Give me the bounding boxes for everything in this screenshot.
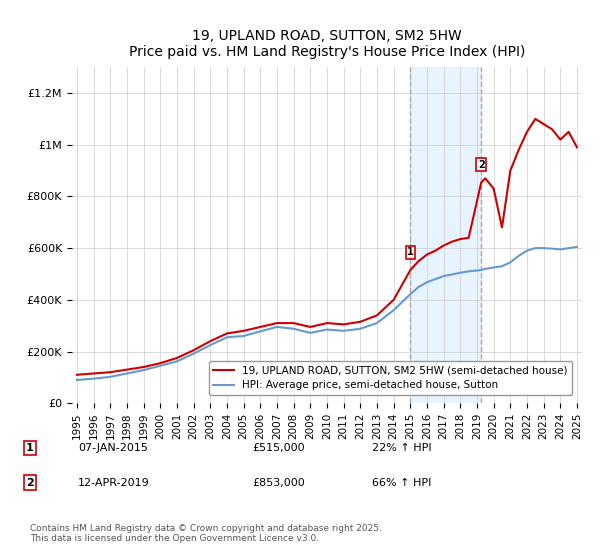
Text: Contains HM Land Registry data © Crown copyright and database right 2025.
This d: Contains HM Land Registry data © Crown c…: [30, 524, 382, 543]
Text: 12-APR-2019: 12-APR-2019: [78, 478, 150, 488]
Text: £515,000: £515,000: [252, 443, 305, 453]
Legend: 19, UPLAND ROAD, SUTTON, SM2 5HW (semi-detached house), HPI: Average price, semi: 19, UPLAND ROAD, SUTTON, SM2 5HW (semi-d…: [209, 361, 572, 395]
Text: 07-JAN-2015: 07-JAN-2015: [78, 443, 148, 453]
Bar: [410, 67, 481, 403]
Text: 2: 2: [26, 478, 34, 488]
Text: 2: 2: [478, 160, 485, 170]
Title: 19, UPLAND ROAD, SUTTON, SM2 5HW
Price paid vs. HM Land Registry's House Price I: 19, UPLAND ROAD, SUTTON, SM2 5HW Price p…: [129, 29, 525, 59]
Text: 66% ↑ HPI: 66% ↑ HPI: [372, 478, 431, 488]
Text: 1: 1: [26, 443, 34, 453]
Text: 1: 1: [407, 247, 414, 257]
Text: 22% ↑ HPI: 22% ↑ HPI: [372, 443, 431, 453]
Text: £853,000: £853,000: [252, 478, 305, 488]
